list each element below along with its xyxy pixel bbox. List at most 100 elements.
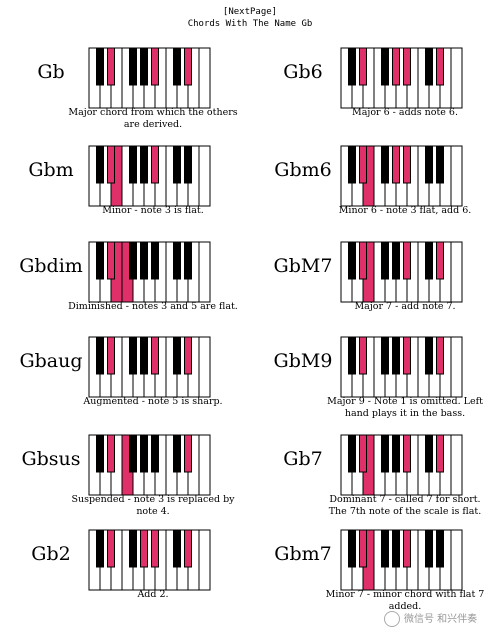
chord-caption: Add 2. [137, 589, 169, 600]
piano-keyboard [340, 336, 463, 398]
black-key-pressed [359, 529, 367, 568]
white-key [198, 47, 211, 109]
black-key-pressed [107, 336, 115, 375]
chord-caption: Suspended - note 3 is replaced by note 4… [71, 494, 235, 517]
white-key [450, 336, 463, 398]
black-key [129, 145, 137, 184]
black-key-pressed [403, 241, 411, 280]
chord-gbdim: Gbdim Diminished - notes 3 and 5 are flat… [0, 241, 250, 341]
chord-name: GbM9 [273, 350, 333, 372]
black-key [96, 336, 104, 375]
black-key-pressed [436, 241, 444, 280]
black-key [129, 336, 137, 375]
white-key [198, 434, 211, 496]
black-key-pressed [107, 241, 115, 280]
chord-name: Gb7 [283, 448, 323, 470]
piano-keyboard [88, 145, 211, 207]
black-key [173, 529, 181, 568]
black-key [140, 47, 148, 86]
chord-gb2: Gb2 Add 2. [0, 529, 250, 629]
black-key-pressed [359, 434, 367, 473]
piano-keyboard [340, 529, 463, 591]
chord-name: Gbdim [19, 255, 83, 277]
white-key [450, 145, 463, 207]
chord-caption: Minor 7 - minor chord with flat 7 added. [325, 589, 485, 612]
chord-caption: Major 7 - add note 7. [354, 301, 456, 312]
chord-name: Gbaug [19, 350, 83, 372]
black-key [96, 434, 104, 473]
piano-keyboard [88, 336, 211, 398]
black-key-pressed [151, 47, 159, 86]
piano-keyboard [340, 145, 463, 207]
black-key-pressed [403, 145, 411, 184]
black-key-pressed [107, 434, 115, 473]
chord-caption: Dominant 7 - called 7 for short. The 7th… [328, 494, 482, 517]
black-key-pressed [403, 434, 411, 473]
black-key [184, 145, 192, 184]
black-key-pressed [392, 145, 400, 184]
black-key [381, 434, 389, 473]
chord-gbm7: Gbm7 Minor 7 - minor chord with flat 7 ad… [252, 529, 500, 629]
black-key [425, 241, 433, 280]
black-key-pressed [436, 47, 444, 86]
black-key [140, 145, 148, 184]
black-key-pressed [359, 336, 367, 375]
chord-name: Gbm [28, 159, 74, 181]
black-key [392, 434, 400, 473]
chord-gbm7: GbM7 Major 7 - add note 7. [252, 241, 500, 341]
black-key-pressed [184, 529, 192, 568]
chord-gbm: Gbm Minor - note 3 is flat. [0, 145, 250, 245]
watermark: 微信号 和兴伴奏 [384, 610, 477, 627]
chord-caption: Minor - note 3 is flat. [102, 205, 204, 216]
chord-caption: Major chord from which the others are de… [68, 107, 238, 130]
black-key [151, 241, 159, 280]
black-key-pressed [403, 336, 411, 375]
chord-name: Gb [37, 61, 65, 83]
black-key-pressed [403, 47, 411, 86]
black-key-pressed [140, 529, 148, 568]
chord-name: Gb2 [31, 543, 71, 565]
white-key [450, 434, 463, 496]
chord-gb7: Gb7 Dominant 7 - called 7 for short. The … [252, 434, 500, 534]
chord-caption: Major 9 - Note 1 is omitted. Left hand p… [327, 396, 483, 419]
black-key-pressed [392, 47, 400, 86]
chord-name: Gbm6 [274, 159, 332, 181]
black-key-pressed [151, 336, 159, 375]
black-key [348, 47, 356, 86]
black-key-pressed [184, 434, 192, 473]
black-key [96, 241, 104, 280]
black-key [425, 47, 433, 86]
white-key [450, 47, 463, 109]
white-key [450, 529, 463, 591]
white-key [450, 241, 463, 303]
black-key-pressed [436, 336, 444, 375]
black-key [140, 336, 148, 375]
black-key [348, 241, 356, 280]
black-key [436, 145, 444, 184]
black-key-pressed [403, 529, 411, 568]
white-key [198, 336, 211, 398]
black-key [348, 145, 356, 184]
black-key-pressed [107, 145, 115, 184]
piano-keyboard [88, 241, 211, 303]
black-key [140, 434, 148, 473]
black-key [392, 336, 400, 375]
chord-caption: Minor 6 - note 3 flat, add 6. [338, 205, 472, 216]
black-key [140, 241, 148, 280]
black-key [129, 241, 137, 280]
black-key [381, 529, 389, 568]
page-title: Chords With The Name Gb [187, 19, 313, 29]
white-key [198, 529, 211, 591]
black-key [184, 241, 192, 280]
chord-name: Gbsus [21, 448, 81, 470]
chord-gbm9: GbM9 Major 9 - Note 1 is omitted. Left ha… [252, 336, 500, 436]
piano-keyboard [88, 47, 211, 109]
chord-name: Gb6 [283, 61, 323, 83]
black-key [129, 434, 137, 473]
piano-keyboard [88, 529, 211, 591]
black-key-pressed [359, 241, 367, 280]
next-page-link[interactable]: [NextPage] [222, 7, 278, 17]
chord-name: GbM7 [273, 255, 333, 277]
piano-keyboard [88, 434, 211, 496]
black-key-pressed [151, 145, 159, 184]
